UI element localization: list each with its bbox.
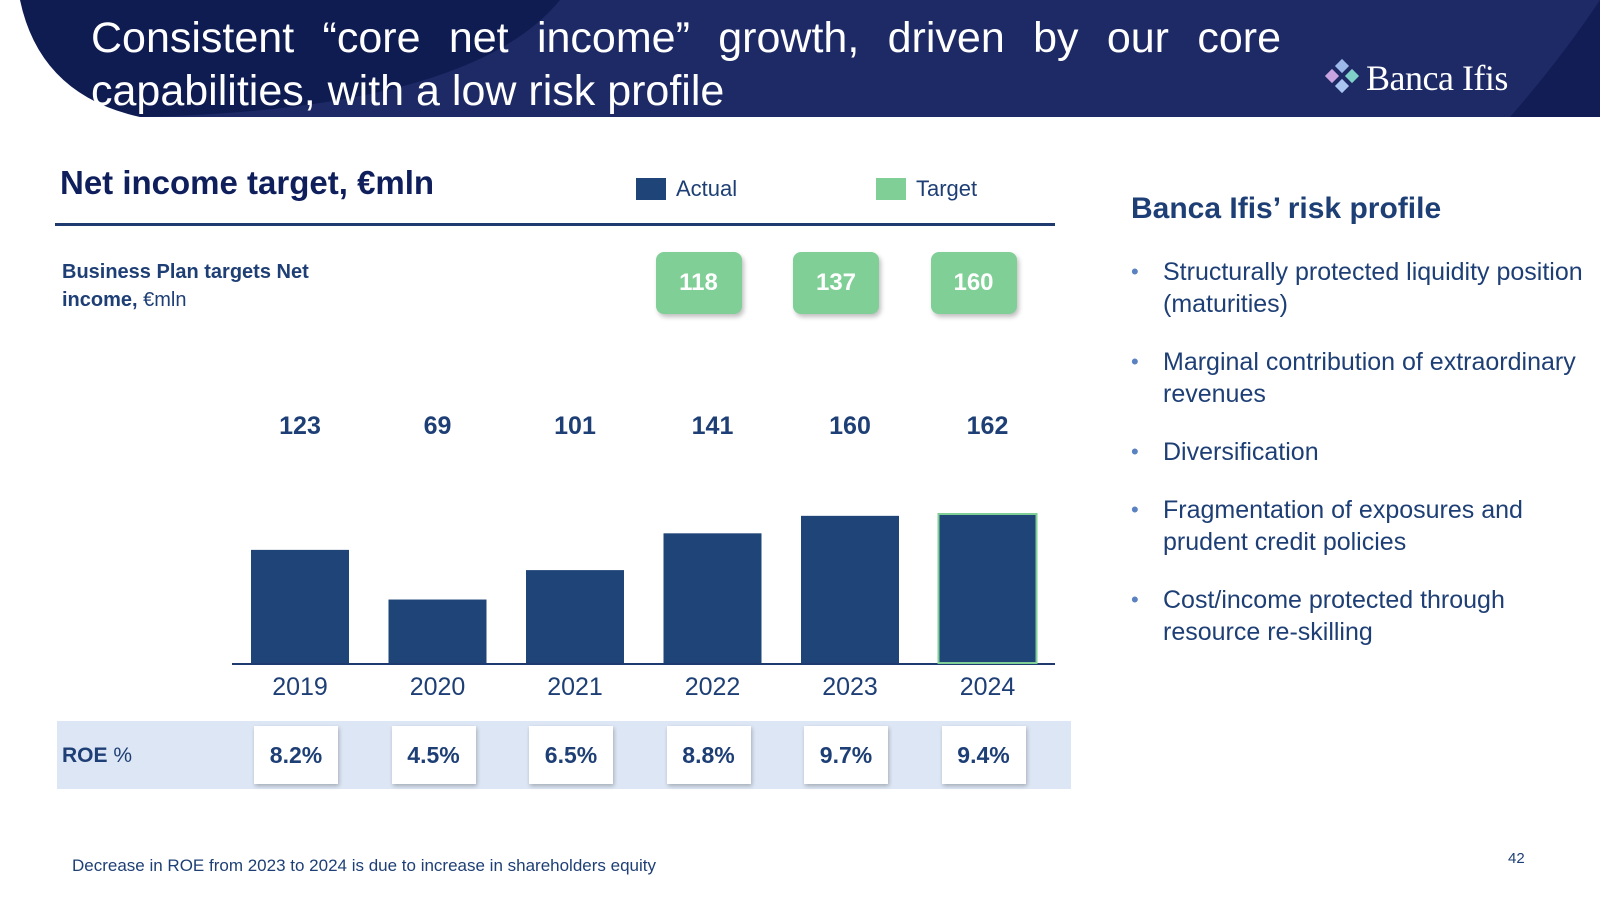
value-label-2023: 160	[829, 412, 871, 440]
bullet-icon: •	[1131, 259, 1139, 284]
target-box-2022: 118	[655, 252, 742, 314]
risk-item-text: Cost/income protected through resource r…	[1163, 586, 1505, 646]
net-income-bar-chart: 123 2019 69 2020 101 2021 141 2022 160 2023 162 202…	[232, 412, 1055, 701]
x-tick-2021: 2021	[547, 673, 603, 701]
legend-actual-swatch	[636, 178, 666, 200]
risk-profile-title: Banca Ifis’ risk profile	[1131, 192, 1442, 225]
bar-2021	[526, 570, 624, 663]
roe-box-2022: 8.8%	[666, 726, 751, 784]
slide-title: Consistent “core net income” growth, dri…	[91, 14, 1281, 115]
risk-item-text: Diversification	[1163, 438, 1319, 466]
roe-label: ROE %	[62, 744, 132, 768]
legend-target-label: Target	[916, 176, 978, 201]
x-tick-2023: 2023	[822, 673, 878, 701]
roe-label-unit: %	[107, 744, 133, 767]
bar-2022	[663, 533, 762, 663]
value-label-2022: 141	[692, 412, 734, 440]
company-logo: Banca Ifis	[1322, 54, 1508, 102]
value-label-2021: 101	[554, 412, 596, 440]
bar-2019	[251, 549, 349, 663]
risk-item: • Structurally protected liquidity positi…	[1131, 256, 1591, 320]
target-box-2023: 137	[793, 252, 879, 314]
value-label-2019: 123	[279, 412, 321, 440]
roe-box-2024: 9.4%	[941, 726, 1026, 784]
risk-item: • Marginal contribution of extraordinary …	[1131, 346, 1591, 410]
legend-target: Target	[876, 176, 977, 202]
value-label-2024: 162	[967, 412, 1009, 440]
legend-actual-label: Actual	[676, 176, 738, 201]
risk-profile-list: • Structurally protected liquidity positi…	[1131, 256, 1591, 648]
risk-item: • Cost/income protected through resource …	[1131, 584, 1591, 648]
risk-item-text: Marginal contribution of extraordinary r…	[1163, 348, 1576, 408]
bullet-icon: •	[1131, 587, 1139, 612]
roe-box-2020: 4.5%	[391, 726, 476, 784]
chart-title: Net income target, €mln	[60, 164, 435, 201]
bar-2024	[937, 513, 1038, 664]
legend-actual: Actual	[636, 176, 737, 202]
bar-2020	[388, 599, 487, 663]
business-plan-label-bold: Business Plan targets Net income,	[62, 261, 309, 311]
target-box-2024: 160	[930, 252, 1017, 314]
business-plan-label-unit: €mln	[137, 289, 187, 311]
logo-text: Banca Ifis	[1366, 58, 1508, 98]
diamond-logo-icon	[1324, 58, 1360, 94]
x-tick-2024: 2024	[960, 673, 1016, 701]
risk-item: • Diversification	[1131, 436, 1591, 468]
legend-target-swatch	[876, 178, 906, 200]
risk-item: • Fragmentation of exposures and prudent …	[1131, 494, 1591, 558]
roe-box-2021: 6.5%	[529, 726, 613, 784]
bullet-icon: •	[1131, 439, 1139, 464]
header-banner: Consistent “core net income” growth, dri…	[0, 0, 1600, 117]
heading-divider	[55, 223, 1055, 226]
x-tick-2019: 2019	[272, 673, 328, 701]
roe-box-2019: 8.2%	[254, 726, 338, 784]
footnote: Decrease in ROE from 2023 to 2024 is due…	[72, 856, 656, 875]
bar-2023	[801, 515, 899, 663]
risk-item-text: Fragmentation of exposures and prudent c…	[1163, 496, 1523, 556]
header-background	[0, 0, 1600, 117]
x-tick-2020: 2020	[410, 673, 466, 701]
x-tick-2022: 2022	[685, 673, 741, 701]
risk-item-text: Structurally protected liquidity positio…	[1163, 258, 1583, 318]
bullet-icon: •	[1131, 497, 1139, 522]
roe-box-2023: 9.7%	[804, 726, 888, 784]
bullet-icon: •	[1131, 349, 1139, 374]
value-label-2020: 69	[424, 412, 452, 440]
page-number: 42	[1508, 850, 1525, 867]
roe-label-bold: ROE	[62, 744, 108, 767]
business-plan-label: Business Plan targets Net income, €mln	[62, 258, 382, 314]
